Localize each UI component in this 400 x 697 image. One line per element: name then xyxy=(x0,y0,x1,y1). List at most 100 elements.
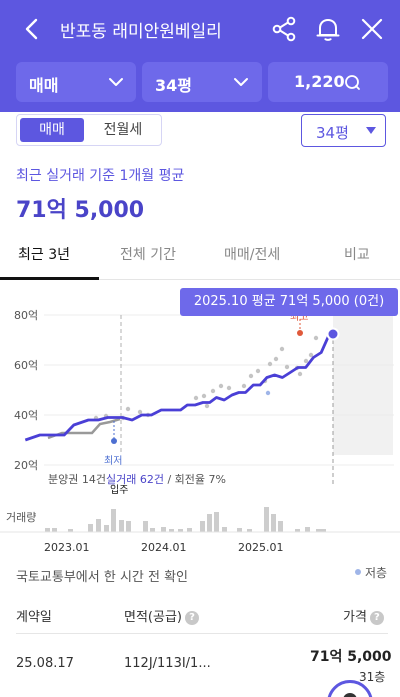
volume-bar xyxy=(200,521,205,532)
table-divider xyxy=(16,633,388,634)
price-chart[interactable]: 80억 60억 40억 20억 최저 최고 분양권 14건실거래 62건 / 회전율 … xyxy=(0,285,400,533)
average-label: 최근 실거래 기준 1개월 평균 xyxy=(16,168,185,184)
trade-point xyxy=(201,393,207,399)
bell-icon[interactable] xyxy=(314,15,342,43)
current-point[interactable] xyxy=(326,327,340,341)
area-filter-label: 34평 xyxy=(155,76,192,95)
volume-bar xyxy=(264,507,269,532)
info-text: 분양권 14건실거래 62건 / 회전율 7% xyxy=(48,473,226,486)
volume-bar xyxy=(119,520,124,532)
col-contract-date: 계약일 xyxy=(16,610,52,625)
comment-count: 1,220 xyxy=(294,72,345,91)
row-area: 112J/113I/1... xyxy=(124,656,211,671)
volume-bar xyxy=(271,514,276,532)
volume-bar xyxy=(143,521,148,532)
trade-point xyxy=(273,356,279,362)
size-select-value: 34평 xyxy=(316,124,349,142)
trade-point xyxy=(284,364,290,370)
period-tabs: 최근 3년 전체 기간 매매/전세 비교 xyxy=(0,238,400,280)
low-floor-legend: 저층 xyxy=(365,566,388,580)
volume-bar xyxy=(222,527,227,532)
chevron-down-icon xyxy=(109,78,123,86)
col-price: 가격? xyxy=(343,606,384,625)
table-header: 계약일 면적(공급)? 가격? xyxy=(0,603,400,633)
volume-bar xyxy=(295,529,300,532)
trade-point xyxy=(308,352,314,358)
x-tick-2024: 2024.01 xyxy=(141,541,187,554)
tab-active-indicator xyxy=(0,277,99,280)
volume-bar xyxy=(169,529,174,532)
col-area: 면적(공급)? xyxy=(124,606,199,625)
area-filter[interactable]: 34평 xyxy=(142,62,262,102)
y-tick-label: 20억 xyxy=(14,459,38,472)
trade-point xyxy=(241,383,247,389)
row-date: 25.08.17 xyxy=(16,656,74,671)
volume-bar xyxy=(278,521,283,532)
trade-point xyxy=(313,335,319,341)
average-value: 71억 5,000 xyxy=(16,198,145,223)
x-tick-2025: 2025.01 xyxy=(238,541,284,554)
trade-type-rent[interactable]: 전월세 xyxy=(103,122,143,138)
volume-bar xyxy=(126,521,131,532)
row-price: 71억 5,000 xyxy=(310,649,392,665)
chevron-down-icon xyxy=(234,78,248,86)
trade-point xyxy=(248,373,254,379)
volume-bar xyxy=(88,524,93,532)
presale-trend-line xyxy=(47,417,121,440)
avatar-icon xyxy=(343,693,357,697)
close-icon[interactable] xyxy=(358,15,386,43)
y-tick-label: 80억 xyxy=(14,309,38,322)
trade-point xyxy=(125,406,131,412)
comment-filter[interactable]: 1,220 xyxy=(268,62,388,102)
speech-bubble-icon xyxy=(345,75,360,90)
volume-bar xyxy=(214,512,219,532)
volume-bar xyxy=(316,529,321,532)
volume-bar xyxy=(237,528,242,532)
top-bar: 반포동 래미안원베일리 xyxy=(0,0,400,58)
price-trend-line xyxy=(24,333,337,442)
y-tick-label: 40억 xyxy=(14,409,38,422)
trade-point xyxy=(267,361,273,367)
x-tick-2023: 2023.01 xyxy=(44,541,90,554)
trade-point xyxy=(279,346,285,352)
trade-point xyxy=(265,390,271,396)
volume-label: 거래량 xyxy=(6,511,36,524)
filter-bar: 매매 34평 1,220 xyxy=(16,62,388,102)
trade-point xyxy=(303,358,309,364)
trade-point xyxy=(204,403,210,409)
header: 반포동 래미안원베일리 매매 xyxy=(0,0,400,112)
volume-bar xyxy=(68,529,73,532)
volume-bar xyxy=(96,519,101,532)
trade-type-sale[interactable]: 매매 xyxy=(20,118,84,142)
tab-compare[interactable]: 비교 xyxy=(344,247,370,263)
share-icon[interactable] xyxy=(270,15,298,43)
volume-bar xyxy=(305,527,310,532)
tab-sale-lease[interactable]: 매매/전세 xyxy=(224,247,281,263)
trade-point xyxy=(137,409,143,415)
trade-point xyxy=(226,385,232,391)
trade-point xyxy=(193,395,199,401)
help-icon[interactable]: ? xyxy=(369,610,384,625)
deal-type-filter[interactable]: 매매 xyxy=(16,62,136,102)
trade-point xyxy=(218,383,224,389)
trade-type-toggle: 매매 전월세 xyxy=(16,114,162,146)
volume-bar xyxy=(45,528,50,532)
page-title: 반포동 래미안원베일리 xyxy=(60,22,222,42)
volume-bar xyxy=(52,528,57,532)
trade-point xyxy=(210,388,216,394)
back-arrow-icon[interactable] xyxy=(18,14,46,44)
volume-bar xyxy=(247,529,252,532)
help-icon[interactable]: ? xyxy=(184,610,199,625)
y-tick-label: 60억 xyxy=(14,359,38,372)
trade-point xyxy=(255,368,261,374)
lowest-label: 최저 xyxy=(104,455,122,467)
volume-bar xyxy=(187,528,192,532)
volume-bar xyxy=(161,527,166,532)
volume-bar xyxy=(104,525,109,532)
size-select[interactable]: 34평 xyxy=(301,114,386,147)
tab-all-period[interactable]: 전체 기간 xyxy=(120,247,176,263)
tab-recent-3y[interactable]: 최근 3년 xyxy=(18,247,70,263)
low-floor-dot-icon xyxy=(355,569,361,575)
